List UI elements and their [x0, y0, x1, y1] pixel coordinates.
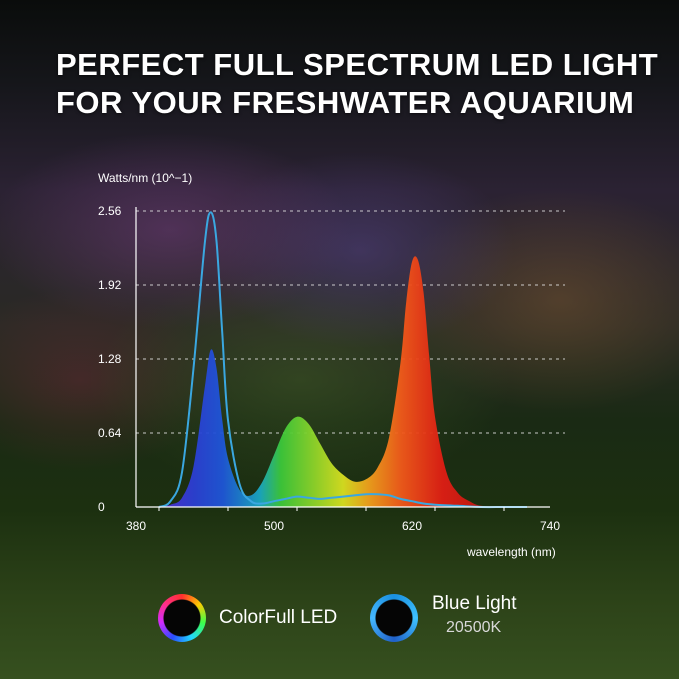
x-tick-label: 740: [540, 519, 560, 533]
x-axis-label: wavelength (nm): [466, 545, 556, 559]
y-tick-label: 1.28: [98, 352, 122, 366]
x-tick-label: 380: [126, 519, 146, 533]
y-tick-label: 1.92: [98, 278, 122, 292]
grid-lines: [136, 210, 565, 434]
blue-ring-icon: [370, 594, 418, 642]
ticks: 0 0.64 1.28 1.92 2.56 380 500 620 740: [98, 204, 560, 533]
x-tick-label: 500: [264, 519, 284, 533]
spectrum-areas: [159, 256, 504, 507]
axes: [135, 207, 550, 508]
legend-label-color-temperature: 20500K: [446, 619, 502, 636]
legend-label-colorfull-led: ColorFull LED: [219, 607, 338, 628]
series-blue-light-line: [158, 211, 528, 509]
rainbow-ring-icon: [158, 594, 206, 642]
y-tick-label: 0.64: [98, 426, 122, 440]
y-tick-label: 0: [98, 500, 105, 514]
series-colorfull-led-area: [159, 256, 504, 507]
headline: PERFECT FULL SPECTRUM LED LIGHT FOR YOUR…: [56, 47, 659, 120]
spectrum-lines: [158, 211, 528, 509]
x-tick-label: 620: [402, 519, 422, 533]
y-axis-label: Watts/nm (10^−1): [98, 171, 192, 185]
y-tick-label: 2.56: [98, 204, 122, 218]
legend: ColorFull LED Blue Light 20500K: [158, 590, 578, 650]
legend-label-blue-light: Blue Light: [432, 593, 517, 614]
